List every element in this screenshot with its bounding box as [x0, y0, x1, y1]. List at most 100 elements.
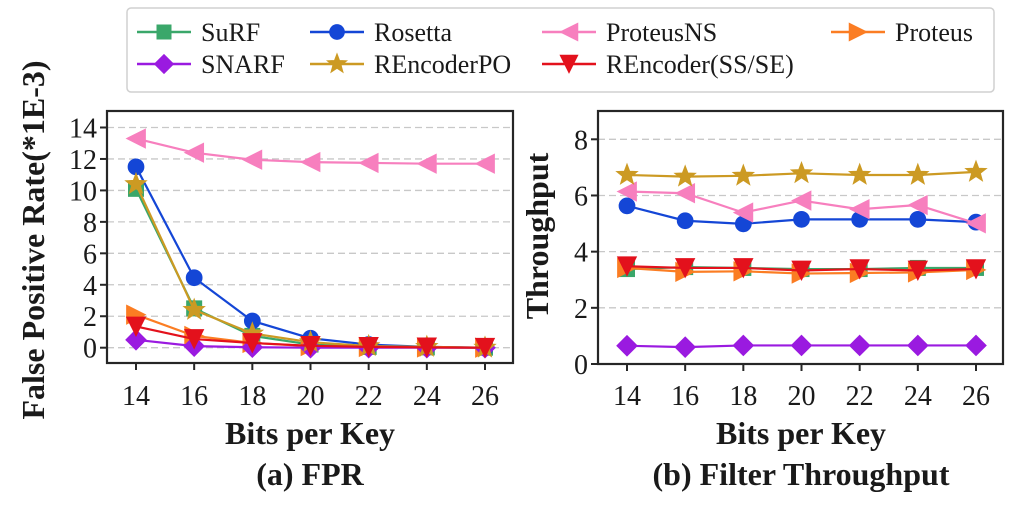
- legend-marker-star-icon: [325, 52, 349, 74]
- y-tick-label: 8: [574, 125, 588, 156]
- x-tick-label: 22: [846, 381, 874, 412]
- legend-marker-triangle-left-icon: [559, 22, 579, 42]
- point-snarf: [125, 329, 147, 351]
- point-rencoderpo: [906, 162, 930, 185]
- point-rencoder-ss-se: [965, 259, 987, 280]
- x-tick-label: 22: [355, 381, 383, 412]
- x-tick-label: 20: [297, 381, 325, 412]
- x-tick-label: 24: [904, 381, 932, 412]
- legend-marker-circle-icon: [329, 24, 345, 40]
- point-proteusns: [183, 142, 205, 163]
- fpr-caption: (a) FPR: [256, 456, 364, 492]
- x-tick-label: 24: [413, 381, 441, 412]
- point-rencoder-ss-se: [300, 335, 321, 357]
- legend-label: REncoder(SS/SE): [606, 50, 794, 79]
- throughput-plot-frame: [596, 109, 1005, 366]
- series-proteusns: [125, 128, 495, 174]
- point-proteusns: [241, 149, 263, 170]
- y-tick-label: 0: [574, 350, 588, 381]
- point-rencoderpo: [182, 297, 206, 320]
- series-rencoderpo: [615, 159, 988, 187]
- point-rencoder-ss-se: [849, 259, 870, 280]
- legend-item-proteus: Proteus: [831, 18, 973, 47]
- point-rencoder-ss-se: [733, 258, 754, 279]
- point-proteusns: [616, 181, 637, 202]
- legend-item-rencoder-ss-se: REncoder(SS/SE): [542, 50, 794, 79]
- point-snarf: [732, 334, 755, 357]
- x-tick-label: 20: [788, 381, 816, 412]
- y-tick-label: 10: [69, 176, 97, 207]
- point-rencoder-ss-se: [183, 329, 205, 350]
- point-rosetta: [618, 197, 636, 215]
- x-tick-label: 26: [471, 381, 499, 412]
- point-proteusns: [907, 194, 928, 216]
- legend-label: Rosetta: [374, 18, 452, 47]
- x-tick-label: 16: [180, 381, 208, 412]
- point-rencoder-ss-se: [791, 260, 812, 281]
- point-rencoderpo: [673, 164, 697, 187]
- point-rencoder-ss-se: [125, 316, 147, 337]
- y-tick-label: 0: [83, 334, 97, 365]
- series-surf: [128, 180, 493, 356]
- x-tick-label: 18: [238, 381, 266, 412]
- point-rencoder-ss-se: [358, 337, 379, 358]
- x-tick-label: 18: [729, 381, 757, 412]
- point-rencoderpo: [124, 171, 148, 195]
- point-rencoderpo: [789, 160, 814, 184]
- point-proteusns: [416, 153, 437, 174]
- point-rencoderpo: [731, 163, 756, 186]
- point-rencoder-ss-se: [474, 337, 496, 359]
- point-proteusns: [791, 190, 812, 211]
- y-tick-label: 2: [574, 294, 588, 325]
- point-rencoder-ss-se: [416, 337, 438, 358]
- point-proteusns: [474, 153, 495, 174]
- y-tick-label: 4: [574, 238, 588, 269]
- point-rosetta: [909, 210, 927, 228]
- point-proteusns: [732, 202, 754, 223]
- legend-item-proteusns: ProteusNS: [542, 18, 717, 47]
- y-tick-label: 12: [69, 145, 97, 176]
- series-rencoder-ss-se: [125, 316, 496, 359]
- legend-label: REncoderPO: [374, 50, 511, 79]
- x-tick-label: 26: [962, 381, 990, 412]
- throughput-x-axis-label: Bits per Key: [716, 415, 886, 451]
- fpr-y-axis-label: False Positive Rate(*1E-3): [15, 60, 51, 419]
- point-rencoder-ss-se: [907, 260, 929, 281]
- legend-item-rencoderpo: REncoderPO: [310, 50, 511, 79]
- legend-marker-diamond-icon: [153, 53, 175, 75]
- point-rosetta: [676, 212, 694, 230]
- fpr-x-axis-label: Bits per Key: [225, 415, 395, 451]
- legend-marker-square-icon: [156, 24, 172, 40]
- point-rosetta: [185, 269, 203, 287]
- point-rencoderpo: [964, 159, 988, 182]
- y-tick-label: 4: [83, 271, 97, 302]
- point-snarf: [848, 334, 871, 357]
- point-proteusns: [358, 152, 379, 174]
- point-rencoder-ss-se: [616, 256, 638, 277]
- point-snarf: [965, 334, 987, 357]
- point-proteusns: [674, 183, 696, 204]
- legend-label: Proteus: [895, 18, 973, 47]
- point-proteusns: [965, 213, 986, 234]
- series-rosetta: [127, 158, 494, 357]
- point-rosetta: [793, 210, 810, 228]
- point-snarf: [616, 334, 638, 357]
- legend-label: SuRF: [201, 18, 260, 47]
- legend-item-surf: SuRF: [137, 18, 260, 47]
- line-rosetta: [135, 166, 486, 349]
- legend: SuRF Rosetta ProteusNS Proteus SNARF REncoder…: [126, 7, 995, 93]
- throughput-caption: (b) Filter Throughput: [653, 456, 950, 492]
- y-tick-label: 6: [574, 181, 588, 212]
- legend-marker-triangle-down-icon: [559, 54, 579, 74]
- x-tick-label: 14: [613, 381, 641, 412]
- y-tick-label: 8: [83, 208, 97, 239]
- series-rencoderpo: [124, 171, 497, 358]
- series-rencoder-ss-se: [616, 256, 987, 281]
- legend-item-rosetta: Rosetta: [310, 18, 452, 47]
- x-tick-label: 16: [671, 381, 699, 412]
- legend-marker-triangle-right-icon: [848, 22, 868, 42]
- y-tick-label: 6: [83, 239, 97, 270]
- point-snarf: [907, 334, 929, 357]
